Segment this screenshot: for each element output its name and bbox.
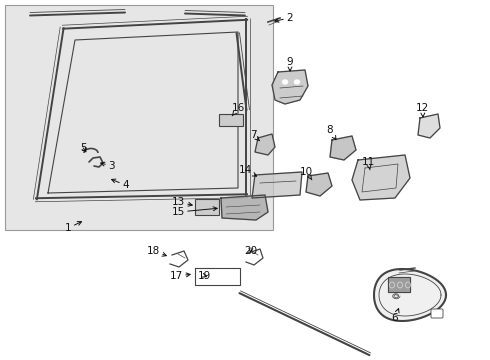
- Text: 18: 18: [147, 246, 167, 256]
- Ellipse shape: [283, 80, 288, 84]
- Text: 14: 14: [239, 165, 257, 176]
- Text: 12: 12: [416, 103, 429, 117]
- FancyBboxPatch shape: [5, 5, 273, 230]
- Text: 13: 13: [172, 197, 192, 207]
- Text: 2: 2: [275, 13, 293, 23]
- Text: 4: 4: [112, 179, 129, 190]
- Text: 19: 19: [198, 271, 211, 281]
- Text: 9: 9: [287, 57, 294, 71]
- Text: 10: 10: [300, 167, 313, 180]
- FancyBboxPatch shape: [431, 309, 443, 318]
- Text: 5: 5: [80, 143, 87, 153]
- Polygon shape: [418, 114, 440, 138]
- Text: 8: 8: [327, 125, 336, 140]
- Text: 16: 16: [232, 103, 245, 116]
- Polygon shape: [388, 277, 410, 292]
- Text: 11: 11: [362, 157, 375, 170]
- FancyBboxPatch shape: [195, 199, 219, 215]
- Polygon shape: [330, 136, 356, 160]
- Text: 1: 1: [65, 222, 81, 233]
- Polygon shape: [374, 269, 446, 321]
- Polygon shape: [272, 70, 308, 104]
- Polygon shape: [221, 195, 268, 220]
- Ellipse shape: [294, 80, 299, 84]
- Text: 7: 7: [250, 130, 260, 141]
- Text: 3: 3: [101, 161, 115, 171]
- Polygon shape: [306, 173, 332, 196]
- Polygon shape: [255, 134, 275, 155]
- Text: 6: 6: [392, 309, 399, 323]
- FancyBboxPatch shape: [219, 114, 243, 126]
- Polygon shape: [352, 155, 410, 200]
- Text: 15: 15: [172, 207, 217, 217]
- Polygon shape: [252, 172, 302, 198]
- Text: 17: 17: [170, 271, 190, 281]
- Text: 20: 20: [244, 246, 257, 256]
